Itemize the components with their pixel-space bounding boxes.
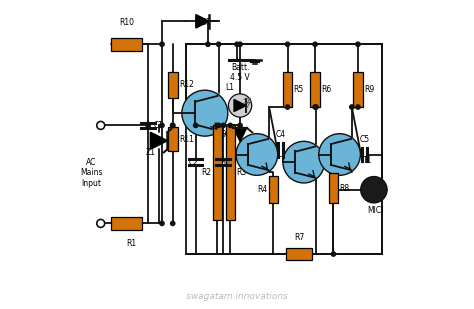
Text: T1: T1	[363, 156, 372, 165]
Bar	[353, 72, 363, 107]
Circle shape	[171, 123, 175, 128]
Circle shape	[235, 42, 239, 46]
Circle shape	[314, 105, 318, 109]
Text: swagatam innovations: swagatam innovations	[186, 292, 288, 301]
Bar	[212, 125, 222, 220]
Text: SCR: SCR	[220, 130, 236, 139]
Circle shape	[160, 123, 164, 128]
Circle shape	[350, 105, 354, 109]
Text: Batt.
4.5 V: Batt. 4.5 V	[230, 63, 250, 82]
Circle shape	[146, 123, 150, 128]
Circle shape	[238, 42, 242, 46]
Text: T3: T3	[280, 156, 289, 165]
Text: R12: R12	[180, 80, 194, 89]
Text: R1: R1	[126, 239, 137, 248]
Circle shape	[285, 105, 290, 109]
Circle shape	[182, 90, 228, 136]
Circle shape	[356, 42, 360, 46]
Text: R8: R8	[339, 184, 350, 193]
Polygon shape	[234, 99, 246, 112]
Circle shape	[171, 123, 175, 128]
Circle shape	[160, 221, 164, 226]
Text: C5: C5	[360, 135, 370, 144]
Circle shape	[331, 252, 336, 256]
Circle shape	[283, 141, 325, 183]
Circle shape	[238, 123, 242, 128]
Text: R3: R3	[237, 168, 246, 177]
Polygon shape	[196, 15, 210, 28]
Polygon shape	[150, 132, 167, 149]
Circle shape	[171, 221, 175, 226]
Bar	[168, 127, 178, 151]
Text: Z1: Z1	[146, 148, 156, 158]
Text: C2: C2	[189, 158, 199, 167]
Bar	[269, 176, 278, 204]
Text: L1: L1	[225, 83, 234, 92]
Circle shape	[221, 123, 225, 128]
Bar	[283, 72, 292, 107]
Circle shape	[217, 42, 221, 46]
Text: R6: R6	[321, 85, 331, 94]
Bar	[226, 125, 235, 220]
Text: R4: R4	[257, 185, 267, 194]
Text: R2: R2	[201, 168, 211, 177]
Circle shape	[313, 105, 317, 109]
Text: R7: R7	[294, 233, 304, 242]
Bar	[168, 72, 178, 98]
Circle shape	[361, 176, 387, 203]
Text: D1: D1	[201, 18, 211, 27]
Circle shape	[228, 123, 232, 128]
Text: T4: T4	[231, 109, 240, 118]
Text: MIC: MIC	[367, 206, 381, 215]
Bar	[310, 72, 319, 107]
Bar	[111, 217, 142, 230]
Bar	[286, 248, 312, 260]
Circle shape	[215, 123, 219, 128]
Text: T2: T2	[327, 164, 336, 173]
Circle shape	[97, 121, 105, 129]
Circle shape	[319, 134, 360, 175]
Text: R5: R5	[294, 85, 304, 94]
Circle shape	[217, 123, 221, 128]
Polygon shape	[233, 128, 247, 141]
Text: C1: C1	[154, 121, 164, 130]
Circle shape	[356, 105, 360, 109]
Circle shape	[97, 219, 105, 227]
Circle shape	[236, 134, 278, 175]
Bar	[186, 44, 383, 254]
Text: AC
Mains
Input: AC Mains Input	[80, 158, 103, 188]
Circle shape	[206, 42, 210, 46]
Text: R11: R11	[180, 135, 194, 144]
Circle shape	[285, 42, 290, 46]
Bar	[111, 38, 142, 51]
Text: C3: C3	[217, 158, 227, 167]
Circle shape	[228, 94, 252, 117]
Circle shape	[193, 123, 198, 128]
Circle shape	[160, 42, 164, 46]
Text: R10: R10	[119, 19, 134, 28]
Circle shape	[313, 42, 317, 46]
Text: R9: R9	[364, 85, 374, 94]
Text: C4: C4	[275, 130, 285, 139]
Bar	[329, 173, 338, 204]
